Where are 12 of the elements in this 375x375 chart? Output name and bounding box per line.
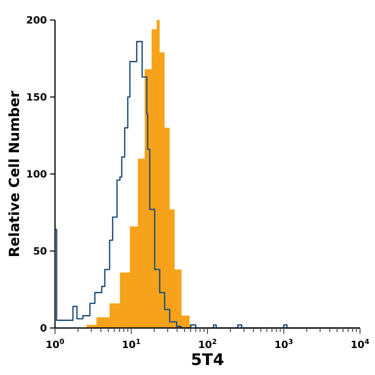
x-tick-label: 10$^{1}$ <box>122 338 141 351</box>
y-tick-label: 50 <box>33 246 48 258</box>
x-tick-label: 10$^{4}$ <box>350 338 370 351</box>
y-axis-title: Relative Cell Number <box>7 90 23 258</box>
x-tick-label: 10$^{0}$ <box>46 338 65 351</box>
x-axis-title: 5T4 <box>190 350 224 369</box>
y-tick-label: 100 <box>26 170 48 180</box>
y-tick-label: 0 <box>40 324 48 334</box>
y-tick-label: 150 <box>26 92 48 104</box>
x-tick-label: 10$^{3}$ <box>274 338 294 351</box>
y-tick-label: 200 <box>26 16 48 26</box>
x-tick-label: 10$^{2}$ <box>198 338 218 351</box>
